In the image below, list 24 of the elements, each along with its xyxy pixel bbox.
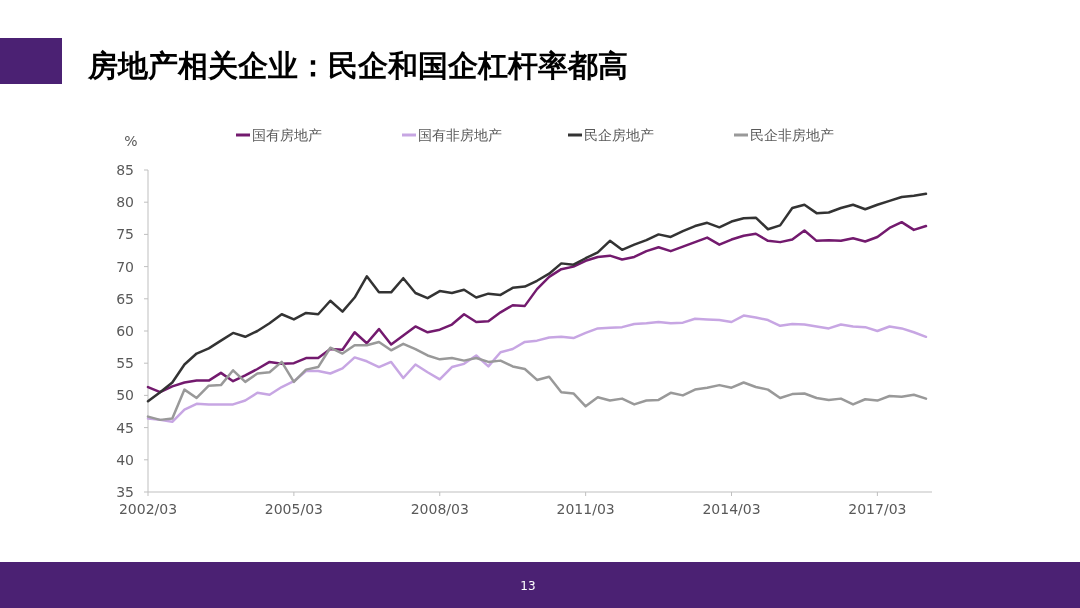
chart-title: 房地产相关企业：民企和国企杠杆率都高	[87, 48, 628, 83]
legend-label: 国有房地产	[252, 127, 322, 143]
x-tick-label: 2002/03	[118, 501, 178, 517]
y-axis-title: %	[124, 133, 138, 149]
y-tick-label: 55	[116, 355, 134, 372]
x-tick-label: 2017/03	[848, 501, 907, 517]
y-tick-label: 40	[116, 451, 134, 468]
x-tick-label: 2005/03	[264, 501, 323, 517]
legend-label: 国有非房地产	[418, 127, 502, 143]
x-tick-label: 2008/03	[410, 501, 469, 517]
y-tick-label: 75	[116, 226, 134, 243]
y-tick-label: 50	[116, 387, 134, 404]
y-tick-label: 80	[116, 194, 134, 211]
x-tick-label: 2014/03	[702, 501, 761, 517]
legend-label: 民企非房地产	[750, 127, 834, 143]
y-tick-label: 70	[116, 258, 134, 275]
x-tick-label: 2011/03	[556, 501, 615, 517]
text: 13	[520, 579, 536, 593]
legend-label: 民企房地产	[584, 127, 654, 143]
y-tick-label: 45	[116, 419, 134, 436]
y-tick-label: 85	[116, 162, 134, 178]
y-tick-label: 60	[116, 323, 134, 339]
y-tick-label: 35	[116, 484, 134, 500]
y-tick-label: 65	[116, 290, 134, 307]
